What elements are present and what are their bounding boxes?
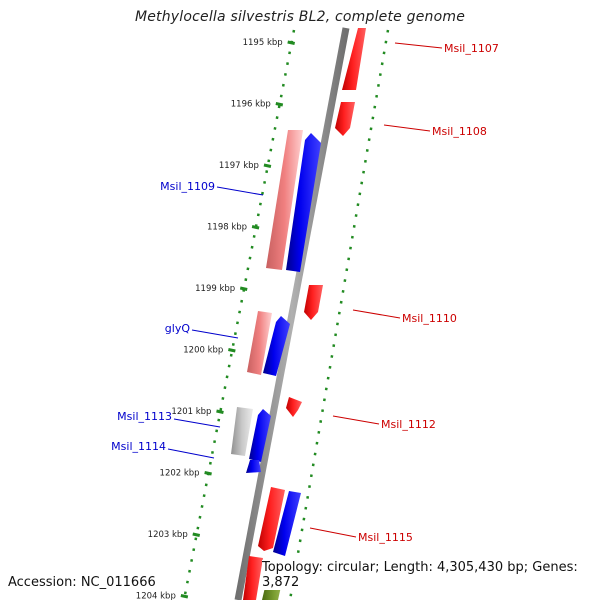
kbp-tick-mark [216,409,224,414]
genome-backbone [234,27,350,600]
gene-msil-1109-light-feature[interactable] [266,130,303,270]
kbp-label: 1200 kbp [183,346,223,356]
kbp-label: 1196 kbp [231,100,271,110]
gene-msil-1115-feature[interactable] [258,487,285,551]
gene-msil-1107-feature[interactable] [342,28,366,90]
kbp-tick-mark [192,532,201,537]
kbp-tick-mark [263,163,272,168]
kbp-tick-mark [180,594,189,599]
kbp-label: 1201 kbp [171,407,211,417]
gene-label-msil-1112[interactable]: Msil_1112 [381,418,436,431]
gene-label-msil-1108[interactable]: Msil_1108 [432,125,487,138]
gene-glyq-feature[interactable] [263,316,290,376]
kbp-label: 1195 kbp [243,38,283,48]
accession-text: Accession: NC_011666 [8,575,156,590]
kbp-tick-mark [228,348,236,353]
kbp-tick-mark [275,102,284,107]
gene-label-msil-1107[interactable]: Msil_1107 [444,42,499,55]
msil-1110-leader [352,309,401,319]
kbp-label: 1202 kbp [160,469,200,479]
gene-bottom-red-feature[interactable] [243,556,263,600]
gene-msil-1110-feature[interactable] [304,285,323,320]
glyq-leader [191,329,239,339]
gene-label-msil-1109[interactable]: Msil_1109 [160,180,215,193]
gene-msil-1108-feature[interactable] [335,102,355,136]
msil-1108-leader [383,124,431,132]
msil-1109-leader [216,186,264,196]
kbp-tick-mark [239,286,248,291]
msil-1107-leader [394,42,443,49]
kbp-label: 1203 kbp [148,530,188,540]
map-title: Methylocella silvestris BL2, complete ge… [134,9,466,25]
gene-msil-1109-feature[interactable] [286,133,321,272]
gene-label-msil-1113[interactable]: Msil_1113 [117,410,172,423]
kbp-tick-mark [251,225,260,230]
kbp-label: 1198 kbp [207,223,247,233]
gene-msil-1114-feature[interactable] [246,460,261,473]
msil-1113-leader [173,418,221,428]
gene-msil-1113-feature[interactable] [249,409,271,462]
gene-label-glyq[interactable]: glyQ [165,322,191,335]
kbp-label: 1199 kbp [195,284,235,294]
gene-label-msil-1110[interactable]: Msil_1110 [402,312,457,325]
gene-glyq-light-feature[interactable] [247,311,272,375]
gene-msil-1112-feature[interactable] [286,397,302,417]
msil-1114-leader [167,448,215,459]
topology-text: Topology: circular; Length: 4,305,430 bp… [262,560,600,590]
gene-msil-1113-rna-feature[interactable] [231,407,253,456]
kbp-label: 1204 kbp [136,592,176,600]
kbp-tick-group: 1195 kbp 1196 kbp 1197 kbp 1198 kbp 1199 kbp… [136,38,295,600]
gene-label-msil-1115[interactable]: Msil_1115 [358,531,413,544]
kbp-tick-mark [287,40,295,45]
gene-label-msil-1114[interactable]: Msil_1114 [111,440,166,453]
kbp-tick-mark [204,471,212,476]
msil-1115-leader [309,527,357,538]
msil-1112-leader [332,415,380,425]
gene-msil-1115-reverse-feature[interactable] [273,491,301,556]
kbp-label: 1197 kbp [219,161,259,171]
